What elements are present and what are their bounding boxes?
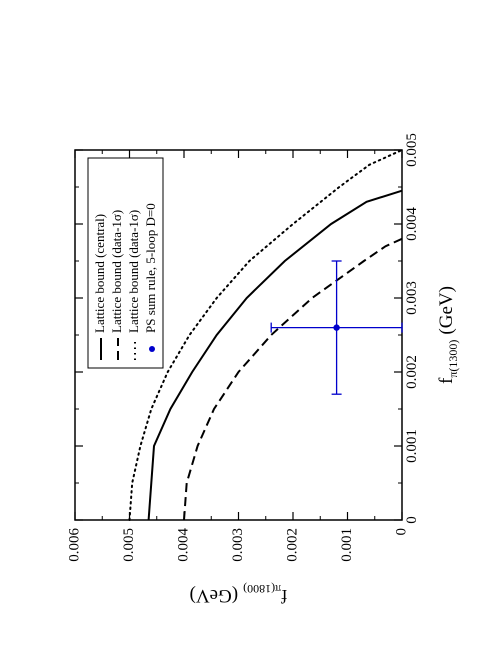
ticks: 0 0.001 0.002 0.003 0.004 0.005 0 0.001 0.002 0.0…	[66, 133, 420, 562]
y-tick-label: 0.002	[284, 528, 300, 562]
y-tick-label: 0.003	[230, 528, 246, 562]
y-tick-label: 0.006	[66, 528, 82, 562]
series-line-dashed	[183, 237, 403, 521]
x-axis-title-sub: π(1300)	[446, 340, 460, 378]
y-tick-label: 0.004	[175, 528, 191, 562]
x-tick-label: 0.001	[404, 429, 420, 463]
x-tick-label: 0.004	[404, 207, 420, 241]
y-tick-label: 0.005	[121, 528, 137, 562]
x-tick-label: 0.005	[404, 133, 420, 167]
x-tick-label: 0.002	[404, 355, 420, 389]
legend-label: Lattice bound (data-1σ)	[109, 210, 124, 333]
x-axis-title-unit: (GeV)	[436, 286, 457, 335]
series-line-solid	[147, 189, 403, 521]
y-axis-title: fπ(1800) (GeV)	[190, 582, 288, 606]
x-axis-title: fπ(1300) (GeV)	[436, 286, 460, 384]
y-tick-label: 0	[393, 528, 409, 536]
legend-label: Lattice bound (data-1σ)	[126, 210, 141, 333]
y-axis-title-main: f	[280, 585, 287, 606]
y-axis-title-text: fπ(1800) (GeV)	[190, 582, 288, 606]
y-tick-label: 0.001	[339, 528, 355, 562]
legend-box	[87, 157, 164, 369]
x-tick-label: 0.003	[404, 281, 420, 315]
x-axis-title-text: fπ(1300) (GeV)	[436, 286, 460, 384]
data-point	[333, 324, 340, 331]
y-axis-title-sub: π(1800)	[243, 582, 281, 596]
plot-area: 0 0.001 0.002 0.003 0.004 0.005 0 0.001 0.002 0.0…	[66, 133, 420, 562]
legend-label: Lattice bound (central)	[92, 214, 107, 333]
legend: Lattice bound (central) Lattice bound (da…	[87, 157, 164, 369]
points-layer	[270, 260, 403, 395]
x-tick-label: 0	[404, 516, 420, 524]
series-layer	[128, 149, 403, 521]
y-axis-title-unit: (GeV)	[190, 585, 239, 606]
series-line-dotted	[128, 149, 403, 521]
legend-label: PS sum rule, 5-loop D=0	[143, 203, 158, 333]
x-axis-title-main: f	[436, 377, 457, 384]
legend-symbol-point	[149, 346, 155, 352]
